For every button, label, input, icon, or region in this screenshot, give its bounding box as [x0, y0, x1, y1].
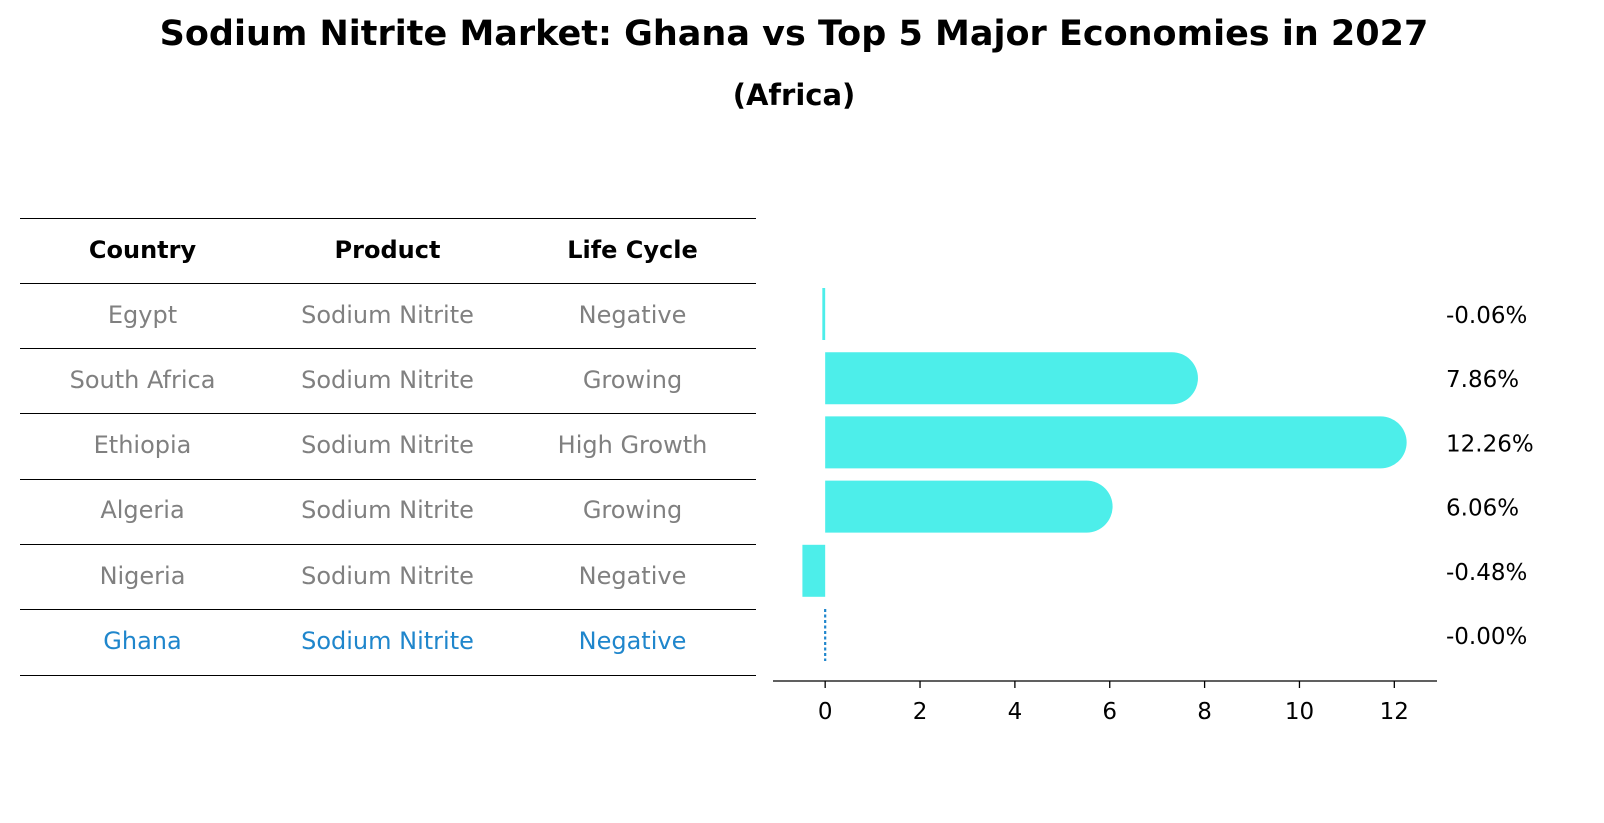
x-tick-label-10: 10: [1285, 699, 1314, 725]
chart-title: Sodium Nitrite Market: Ghana vs Top 5 Ma…: [159, 14, 1429, 54]
cell-product-south-africa: Sodium Nitrite: [301, 366, 474, 394]
value-label-algeria: 6.06%: [1446, 496, 1519, 522]
x-tick-label-0: 0: [818, 699, 833, 725]
value-label-ethiopia: 12.26%: [1446, 431, 1534, 457]
bar-algeria: [825, 480, 1113, 533]
bar-nigeria: [802, 544, 826, 597]
x-tick-label-12: 12: [1380, 699, 1409, 725]
cell-country-algeria: Algeria: [100, 496, 185, 524]
table-rule-row: [20, 413, 756, 414]
cell-product-ethiopia: Sodium Nitrite: [301, 431, 474, 459]
table-rule-header: [20, 283, 756, 284]
table-rule-row: [20, 348, 756, 349]
cell-country-ethiopia: Ethiopia: [93, 431, 192, 459]
table-rule-bottom: [20, 675, 756, 676]
table-rule-row: [20, 479, 756, 480]
x-tick-label-6: 6: [1102, 699, 1117, 725]
cell-life-cycle-algeria: Growing: [582, 496, 683, 524]
column-header-country: Country: [88, 236, 197, 264]
value-label-south-africa: 7.86%: [1446, 367, 1519, 393]
cell-product-nigeria: Sodium Nitrite: [301, 562, 474, 590]
column-header-product: Product: [334, 236, 441, 264]
value-label-ghana: -0.00%: [1446, 624, 1527, 650]
table-rule-row: [20, 544, 756, 545]
cell-country-south-africa: South Africa: [69, 366, 216, 394]
value-label-egypt: -0.06%: [1446, 303, 1527, 329]
value-label-nigeria: -0.48%: [1446, 560, 1527, 586]
cell-life-cycle-nigeria: Negative: [578, 562, 687, 590]
cell-life-cycle-ghana: Negative: [578, 627, 687, 655]
x-tick-label-8: 8: [1197, 699, 1212, 725]
x-tick-label-2: 2: [913, 699, 928, 725]
cell-country-ghana: Ghana: [103, 627, 182, 655]
growth-bar-chart: -0.06% 7.86% 12.26% 6.06% -0.48% -0.00% 0 2 4 6 8 1…: [773, 288, 1534, 725]
cell-country-egypt: Egypt: [107, 301, 178, 329]
cell-life-cycle-ethiopia: High Growth: [557, 431, 708, 459]
cell-life-cycle-egypt: Negative: [578, 301, 687, 329]
cell-product-algeria: Sodium Nitrite: [301, 496, 474, 524]
column-header-life-cycle: Life Cycle: [567, 236, 698, 264]
cell-life-cycle-south-africa: Growing: [582, 366, 683, 394]
table-rule-top: [20, 218, 756, 219]
cell-product-ghana: Sodium Nitrite: [301, 627, 474, 655]
bar-egypt: [822, 288, 826, 340]
bar-ethiopia: [825, 416, 1407, 469]
cell-product-egypt: Sodium Nitrite: [301, 301, 474, 329]
table-rule-row: [20, 609, 756, 610]
x-tick-label-4: 4: [1008, 699, 1023, 725]
cell-country-nigeria: Nigeria: [99, 562, 186, 590]
chart-subtitle: (Africa): [732, 78, 856, 112]
bar-south-africa: [825, 352, 1198, 405]
